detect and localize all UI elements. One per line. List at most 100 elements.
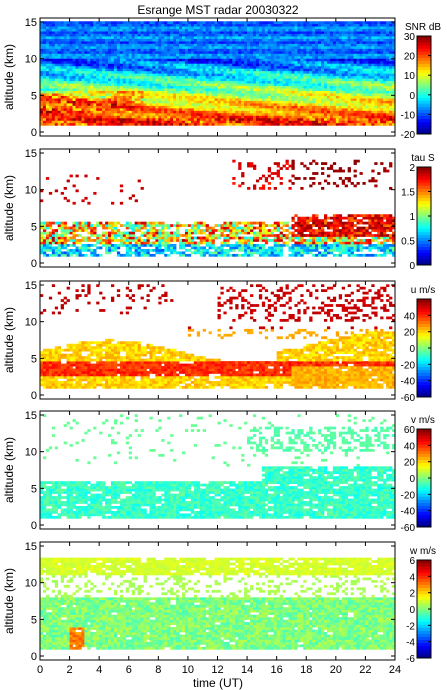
heatmap-cell — [232, 73, 236, 77]
heatmap-cell — [84, 120, 88, 124]
heatmap-cell — [335, 120, 340, 124]
heatmap-cell — [365, 120, 369, 124]
heatmap-cell — [371, 36, 375, 39]
heatmap-cell — [223, 93, 227, 96]
heatmap-cell — [226, 120, 230, 124]
heatmap-cell — [232, 90, 236, 94]
heatmap-cell — [205, 100, 209, 104]
heatmap-cell — [90, 68, 94, 72]
heatmap-cell — [315, 93, 319, 96]
heatmap-cell — [40, 83, 44, 87]
heatmap-cell — [253, 88, 257, 91]
heatmap-cell — [164, 85, 168, 89]
heatmap-cell — [182, 78, 186, 82]
heatmap-cell — [60, 117, 64, 121]
heatmap-cell — [347, 108, 351, 111]
heatmap-cell — [72, 68, 76, 72]
heatmap-cell — [72, 53, 76, 57]
heatmap-cell — [152, 26, 156, 30]
heatmap-cell — [40, 100, 44, 104]
heatmap-cell — [108, 23, 112, 27]
heatmap-cell — [359, 51, 363, 54]
heatmap-cell — [353, 110, 357, 114]
heatmap-cell — [78, 58, 82, 62]
heatmap-cell — [143, 93, 147, 96]
heatmap-cell — [99, 83, 103, 87]
heatmap-cell — [111, 48, 115, 52]
heatmap-cell — [300, 85, 304, 89]
heatmap-cell — [57, 95, 62, 99]
heatmap-cell — [326, 33, 331, 37]
heatmap-cell — [229, 63, 233, 67]
heatmap-cell — [167, 122, 171, 126]
heatmap-cell — [315, 43, 319, 47]
heatmap-cell — [122, 65, 127, 69]
heatmap-cell — [220, 33, 224, 37]
heatmap-cell — [152, 28, 156, 32]
heatmap-cell — [383, 41, 387, 44]
heatmap-cell — [318, 113, 322, 116]
heatmap-cell — [229, 58, 233, 62]
heatmap-cell — [119, 21, 124, 25]
heatmap-cell — [125, 28, 130, 32]
heatmap-cell — [51, 80, 56, 84]
heatmap-cell — [321, 117, 325, 121]
heatmap-cell — [309, 85, 313, 89]
heatmap-cell — [105, 103, 109, 106]
heatmap-cell — [386, 28, 390, 32]
heatmap-cell — [93, 113, 97, 116]
heatmap-cell — [57, 43, 62, 47]
heatmap-cell — [199, 105, 204, 109]
heatmap-cell — [90, 110, 94, 114]
heatmap-cell — [332, 38, 337, 42]
heatmap-cell — [273, 43, 277, 47]
heatmap-cell — [208, 65, 212, 69]
heatmap-cell — [297, 60, 301, 64]
heatmap-cell — [247, 80, 251, 84]
heatmap-cell — [96, 105, 100, 109]
heatmap-cell — [258, 60, 263, 64]
heatmap-cell — [335, 31, 340, 34]
heatmap-cell — [285, 38, 289, 42]
heatmap-cell — [294, 36, 298, 39]
heatmap-cell — [176, 88, 180, 91]
heatmap-cell — [155, 63, 159, 67]
heatmap-cell — [182, 105, 186, 109]
heatmap-cell — [297, 26, 301, 30]
heatmap-cell — [81, 90, 85, 94]
heatmap-cell — [255, 80, 260, 84]
heatmap-cell — [270, 23, 275, 27]
heatmap-cell — [108, 110, 112, 114]
heatmap-cell — [214, 115, 218, 119]
heatmap-cell — [326, 48, 331, 52]
heatmap-cell — [220, 46, 224, 49]
heatmap-cell — [96, 41, 100, 44]
heatmap-cell — [205, 51, 209, 54]
heatmap-cell — [164, 65, 168, 69]
heatmap-cell — [119, 55, 124, 59]
heatmap-cell — [69, 78, 73, 82]
heatmap-cell — [131, 21, 135, 25]
heatmap-cell — [374, 46, 378, 49]
heatmap-cell — [386, 85, 390, 89]
heatmap-cell — [116, 122, 121, 126]
heatmap-cell — [164, 33, 168, 37]
heatmap-cell — [122, 31, 127, 34]
heatmap-cell — [300, 120, 304, 124]
heatmap-cell — [214, 58, 218, 62]
heatmap-cell — [362, 117, 366, 121]
heatmap-cell — [202, 122, 206, 126]
heatmap-cell — [199, 41, 204, 44]
heatmap-cell — [255, 48, 260, 52]
heatmap-cell — [69, 75, 73, 79]
heatmap-cell — [350, 55, 354, 59]
heatmap-cell — [321, 105, 325, 109]
heatmap-cell — [220, 26, 224, 30]
heatmap-cell — [306, 70, 310, 74]
heatmap-cell — [353, 88, 357, 91]
heatmap-cell — [208, 70, 212, 74]
heatmap-cell — [208, 23, 212, 27]
heatmap-cell — [374, 100, 378, 104]
heatmap-cell — [111, 43, 115, 47]
heatmap-cell — [312, 85, 316, 89]
